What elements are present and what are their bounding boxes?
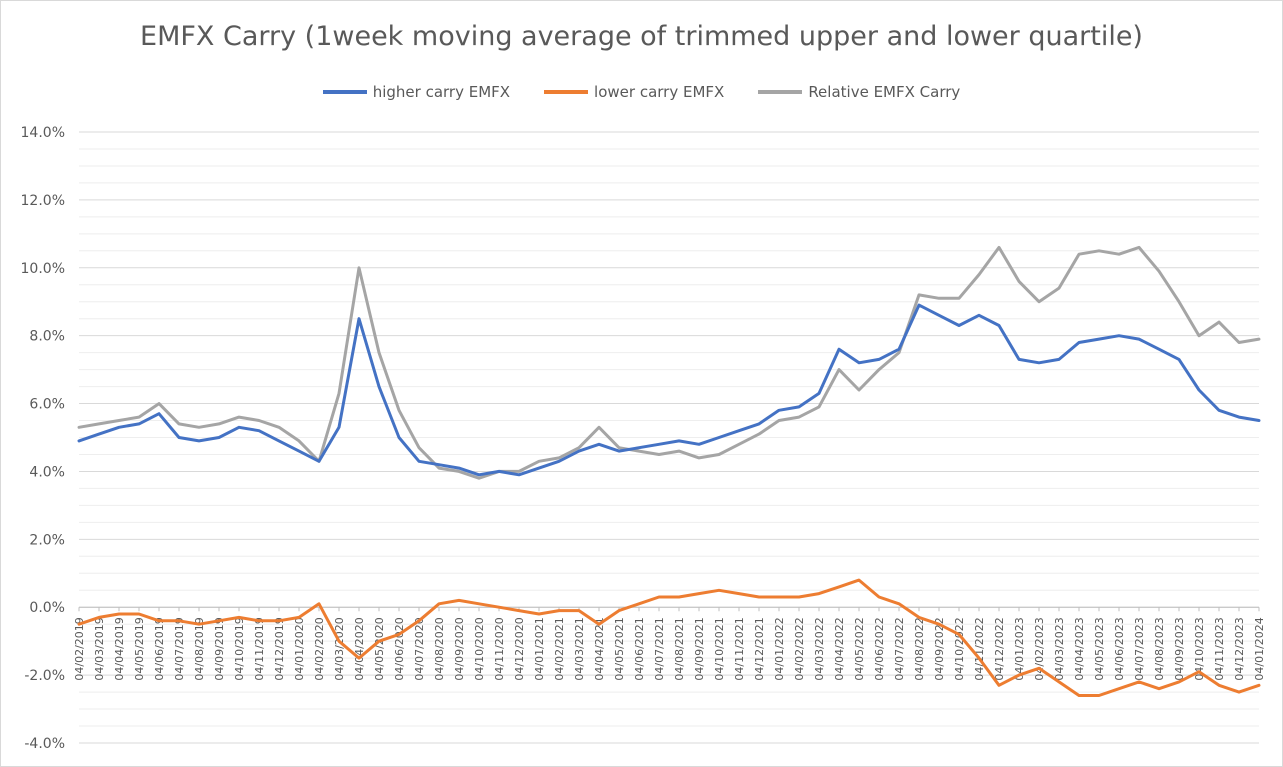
x-tick-label: 04/01/2023 [1013,617,1026,680]
x-tick-label: 04/03/2021 [573,617,586,680]
chart-title: EMFX Carry (1week moving average of trim… [140,21,1143,52]
x-tick-label: 04/04/2019 [113,617,126,680]
x-tick-label: 04/03/2020 [333,617,346,680]
series-line-lower-carry [77,578,1261,697]
x-tick-label: 04/01/2021 [533,617,546,680]
x-tick-label: 04/03/2023 [1053,617,1066,680]
legend: higher carry EMFX lower carry EMFX Relat… [1,81,1282,103]
x-tick-label: 04/04/2020 [353,617,366,680]
x-tick-label: 04/12/2022 [993,617,1006,680]
legend-swatch-higher-carry [322,90,367,94]
x-tick-label: 04/09/2023 [1173,617,1186,680]
y-tick-label: 12.0% [21,193,65,209]
x-tick-label: 04/07/2020 [413,617,426,680]
x-tick-label: 04/03/2022 [813,617,826,680]
legend-label-higher-carry: higher carry EMFX [372,83,511,101]
x-tick-label: 04/09/2020 [453,617,466,680]
y-tick-label: 4.0% [29,464,65,480]
x-tick-label: 04/06/2019 [153,617,166,680]
x-tick-label: 04/10/2021 [713,617,726,680]
x-tick-label: 04/09/2022 [933,617,946,680]
gridlines [79,131,1259,744]
x-tick-label: 04/05/2022 [853,617,866,680]
series-line-higher-carry [77,303,1261,477]
x-axis-ticks: 04/02/2019 04/03/2019 04/04/2019 04/05/2019… [73,607,1266,681]
x-tick-label: 04/11/2019 [253,617,266,680]
x-tick-label: 04/05/2020 [373,617,386,680]
y-tick-label: 6.0% [29,397,65,413]
x-tick-label: 04/10/2019 [233,617,246,680]
x-tick-label: 04/08/2022 [913,617,926,680]
x-tick-label: 04/08/2019 [193,617,206,680]
x-tick-label: 04/08/2020 [433,617,446,680]
x-tick-label: 04/02/2021 [553,617,566,680]
legend-item-relative-carry: Relative EMFX Carry [758,83,960,101]
y-tick-label: 8.0% [29,329,65,345]
x-tick-label: 04/12/2023 [1233,617,1246,680]
x-tick-label: 04/04/2022 [833,617,846,680]
x-tick-label: 04/05/2021 [613,617,626,680]
x-tick-label: 04/01/2024 [1253,617,1266,680]
legend-item-lower-carry: lower carry EMFX [544,83,724,101]
x-tick-label: 04/12/2020 [513,617,526,680]
x-tick-label: 04/05/2019 [133,617,146,680]
x-tick-label: 04/04/2023 [1073,617,1086,680]
y-tick-label: 14.0% [21,125,65,141]
y-tick-label: 10.0% [21,261,65,277]
x-tick-label: 04/07/2019 [173,617,186,680]
x-tick-label: 04/11/2021 [733,617,746,680]
y-tick-label: 0.0% [29,600,65,616]
x-tick-label: 04/12/2021 [753,617,766,680]
legend-swatch-lower-carry [544,90,589,94]
x-tick-label: 04/11/2020 [493,617,506,680]
x-tick-label: 04/11/2023 [1213,617,1226,680]
x-tick-label: 04/02/2023 [1033,617,1046,680]
x-tick-label: 04/04/2021 [593,617,606,680]
x-tick-label: 04/05/2023 [1093,617,1106,680]
y-tick-label: -4.0% [24,736,65,752]
x-tick-label: 04/12/2019 [273,617,286,680]
y-tick-label: 2.0% [29,532,65,548]
x-tick-label: 04/02/2022 [793,617,806,680]
y-tick-label: -2.0% [24,668,65,684]
legend-item-higher-carry: higher carry EMFX [322,83,511,101]
x-tick-label: 04/03/2019 [93,617,106,680]
x-tick-label: 04/06/2021 [633,617,646,680]
legend-label-relative-carry: Relative EMFX Carry [808,83,961,101]
x-tick-label: 04/07/2021 [653,617,666,680]
x-tick-label: 04/09/2019 [213,617,226,680]
x-tick-label: 04/10/2020 [473,617,486,680]
series-lines [77,245,1261,697]
x-tick-label: 04/01/2020 [293,617,306,680]
x-tick-label: 04/08/2021 [673,617,686,680]
x-tick-label: 04/11/2022 [973,617,986,680]
series-line-relative-carry [77,245,1261,480]
x-tick-label: 04/06/2020 [393,617,406,680]
x-tick-label: 04/08/2023 [1153,617,1166,680]
legend-swatch-relative-carry [758,90,803,94]
y-axis-ticks: -4.0% -2.0% 0.0% 2.0% 4.0% 6.0% 8.0% 10.0% 12.0%… [21,125,65,752]
legend-label-lower-carry: lower carry EMFX [594,83,725,101]
x-tick-label: 04/02/2019 [73,617,86,680]
x-tick-label: 04/02/2020 [313,617,326,680]
x-tick-label: 04/06/2022 [873,617,886,680]
x-tick-label: 04/09/2021 [693,617,706,680]
x-tick-label: 04/10/2023 [1193,617,1206,680]
x-tick-label: 04/01/2022 [773,617,786,680]
x-tick-label: 04/10/2022 [953,617,966,680]
x-tick-label: 04/07/2022 [893,617,906,680]
x-tick-label: 04/06/2023 [1113,617,1126,680]
x-tick-label: 04/07/2023 [1133,617,1146,680]
